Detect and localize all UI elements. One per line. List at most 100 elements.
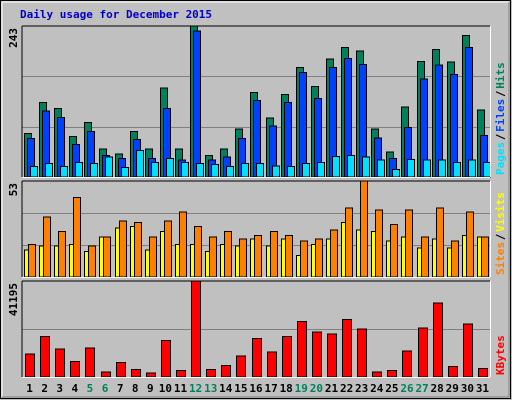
y-tick-label: 41195 <box>7 283 20 316</box>
bar <box>193 30 201 178</box>
legend-separator <box>495 134 506 140</box>
y-tick-label: 53 <box>7 183 20 196</box>
bar <box>181 162 189 178</box>
bar <box>478 368 488 378</box>
x-tick-label: 10 <box>159 382 172 395</box>
x-tick-label: 19 <box>295 382 308 395</box>
bar <box>285 234 293 278</box>
bar <box>357 328 367 378</box>
bar <box>483 162 491 178</box>
bar <box>252 337 262 378</box>
bar <box>436 207 444 278</box>
x-tick-label: 3 <box>56 382 63 395</box>
x-tick-label: 15 <box>234 382 247 395</box>
x-tick-label: 21 <box>325 382 339 395</box>
x-tick-label: 26 <box>400 382 414 395</box>
x-tick-label: 25 <box>385 382 398 395</box>
bar <box>136 149 144 178</box>
bar <box>287 165 295 178</box>
bar <box>241 162 249 178</box>
x-tick-label: 22 <box>340 382 353 395</box>
bar <box>433 302 443 378</box>
bar <box>407 159 415 178</box>
bar <box>418 327 428 378</box>
bar <box>438 159 446 178</box>
x-tick-label: 4 <box>72 382 79 395</box>
bar <box>28 243 36 278</box>
bar <box>30 165 38 178</box>
legend-separator <box>495 234 506 240</box>
legend-label: Visits <box>494 192 507 232</box>
bar <box>465 47 473 178</box>
bar <box>421 236 429 278</box>
bar <box>90 162 98 178</box>
bar <box>453 162 461 178</box>
x-tick-label: 18 <box>280 382 293 395</box>
bar <box>73 196 81 278</box>
legend-label: Files <box>494 99 507 132</box>
bar <box>402 350 412 378</box>
bar <box>101 371 111 378</box>
legend-label: KBytes <box>494 335 507 375</box>
bar <box>297 321 307 378</box>
bar <box>105 156 113 178</box>
bar <box>312 331 322 378</box>
bar <box>236 355 246 378</box>
x-tick-label: 16 <box>249 382 263 395</box>
bar <box>345 207 353 278</box>
bar <box>390 223 398 278</box>
x-tick-label: 8 <box>132 382 139 395</box>
bar <box>448 366 458 378</box>
x-tick-label: 11 <box>174 382 188 395</box>
legend-label: Pages <box>494 142 507 175</box>
bar <box>284 101 292 178</box>
bar <box>194 225 202 278</box>
legend: Pages Files Hits <box>494 62 507 175</box>
x-tick-label: 31 <box>476 382 490 395</box>
bar <box>375 209 383 278</box>
bar <box>481 236 489 278</box>
bar <box>302 162 310 178</box>
bar <box>149 236 157 278</box>
legend-separator <box>495 91 506 97</box>
bar <box>463 323 473 378</box>
x-tick-label: 14 <box>219 382 233 395</box>
bar <box>161 339 171 378</box>
bar <box>179 211 187 278</box>
x-tick-label: 13 <box>204 382 217 395</box>
bar <box>423 159 431 178</box>
bar <box>166 157 174 178</box>
bar <box>60 165 68 178</box>
bar <box>116 361 126 378</box>
bar <box>40 335 50 378</box>
x-tick-label: 12 <box>189 382 202 395</box>
bar <box>196 162 204 178</box>
bar <box>191 280 201 378</box>
bar <box>209 236 217 278</box>
x-tick-label: 17 <box>264 382 277 395</box>
bar <box>164 220 172 278</box>
bar <box>85 347 95 378</box>
bar <box>256 162 264 178</box>
bar <box>377 159 385 178</box>
x-tick-label: 27 <box>415 382 428 395</box>
x-tick-label: 9 <box>147 382 154 395</box>
x-tick-label: 7 <box>117 382 124 395</box>
x-tick-label: 30 <box>461 382 474 395</box>
bar <box>239 238 247 278</box>
bar <box>451 240 459 278</box>
bar <box>299 72 307 178</box>
chart-title: Daily usage for December 2015 <box>20 8 212 21</box>
bar <box>119 220 127 278</box>
x-tick-label: 2 <box>41 382 48 395</box>
bar <box>75 162 83 178</box>
bar <box>272 165 280 178</box>
bar <box>392 169 400 178</box>
bar <box>372 371 382 378</box>
bar <box>45 162 53 178</box>
x-tick-label: 1 <box>26 382 33 395</box>
bar <box>300 240 308 278</box>
bar <box>342 319 352 378</box>
x-tick-label: 29 <box>446 382 459 395</box>
bar <box>43 216 51 278</box>
